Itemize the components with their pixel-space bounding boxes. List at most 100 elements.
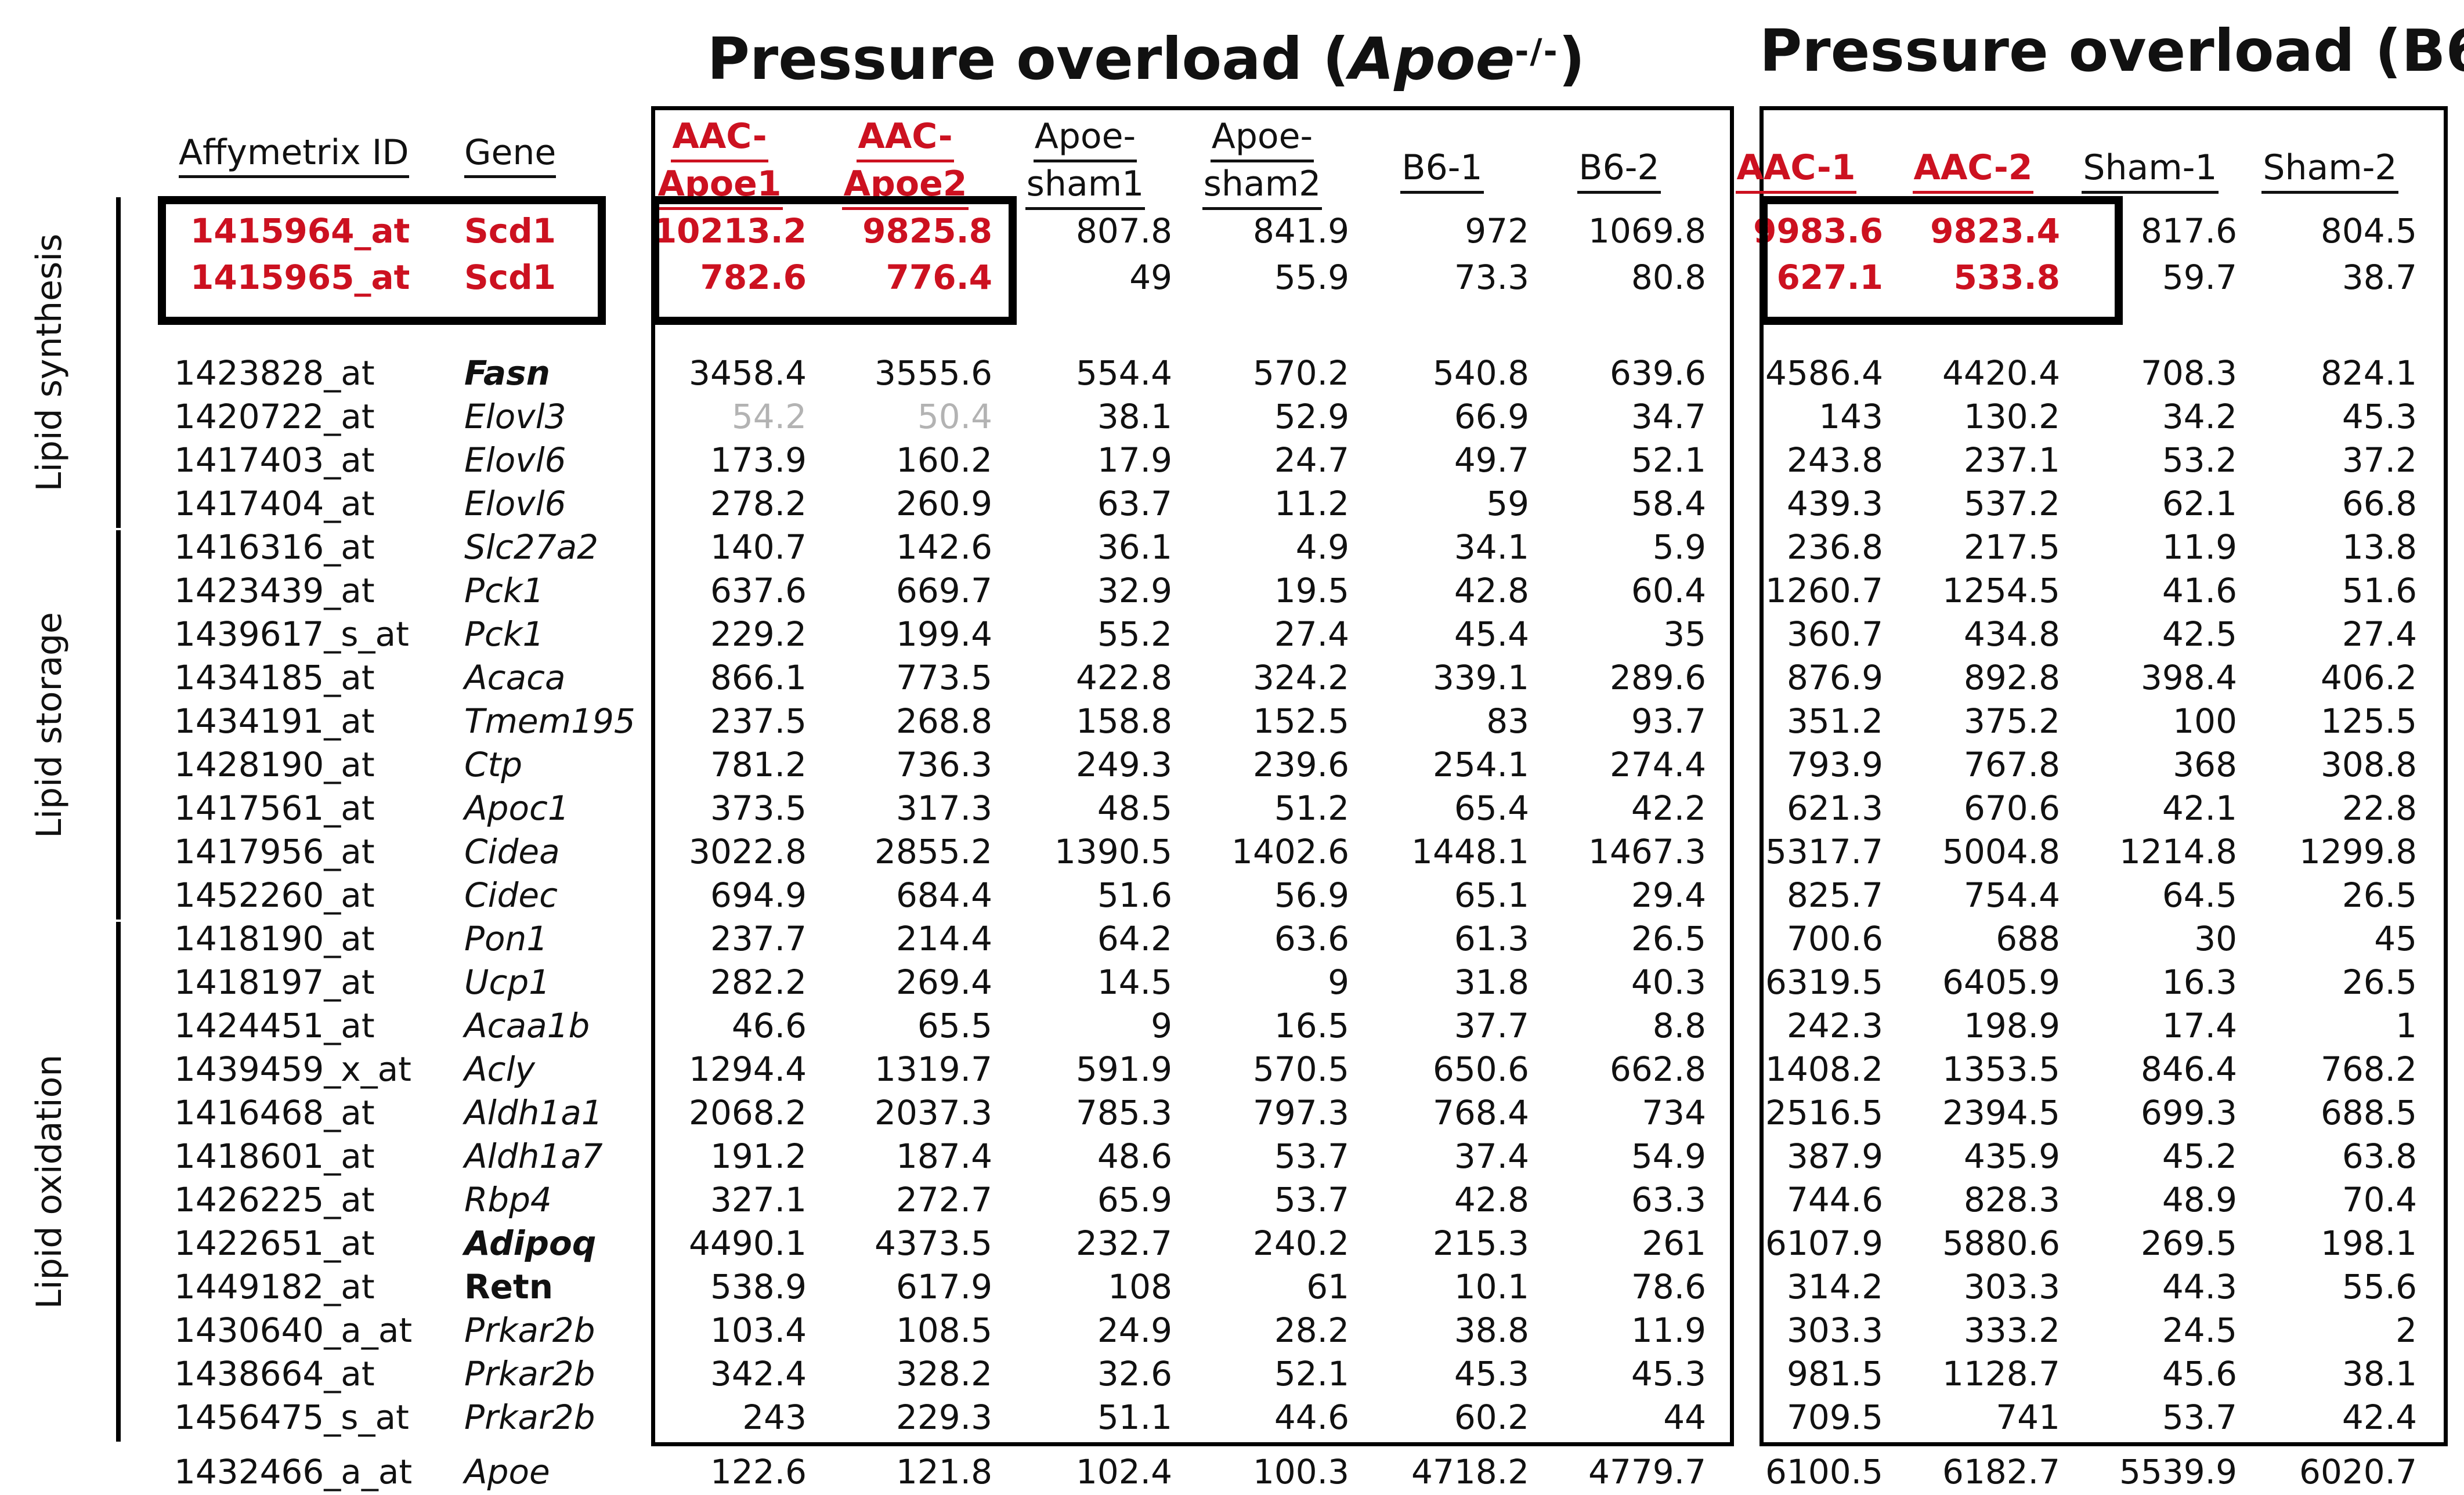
value-cell: 32.6 (1097, 1354, 1172, 1393)
value-cell: 540.8 (1432, 353, 1529, 393)
value-cell: 242.3 (1786, 1006, 1883, 1045)
value-cell: 236.8 (1786, 527, 1883, 567)
value-cell: 1448.1 (1411, 832, 1529, 871)
value-cell: 198.1 (2320, 1223, 2417, 1263)
value-cell: 38.1 (2342, 1354, 2417, 1393)
gene-cell: Pck1 (464, 614, 544, 654)
value-cell: 373.5 (710, 788, 807, 828)
value-cell: 78.6 (1631, 1267, 1706, 1306)
value-cell: 108 (1108, 1267, 1172, 1306)
value-cell: 825.7 (1786, 875, 1883, 915)
value-cell: 42.4 (2342, 1398, 2417, 1437)
value-cell: 125.5 (2320, 701, 2417, 741)
title-text: Pressure overload ( (707, 25, 1349, 93)
value-cell: 533.8 (1953, 258, 2060, 297)
gene-cell: Cidea (464, 832, 560, 871)
value-cell: 44 (1663, 1398, 1706, 1437)
value-cell: 303.3 (1786, 1311, 1883, 1350)
value-cell: 793.9 (1786, 745, 1883, 784)
value-cell: 269.5 (2140, 1223, 2237, 1263)
column-header: AAC-2 (1886, 146, 2060, 194)
affymetrix-id-cell: 1415964_at (190, 211, 410, 251)
value-cell: 83 (1486, 701, 1529, 741)
gene-cell: Apoe (464, 1452, 550, 1492)
column-header-line: AAC- (671, 115, 768, 162)
value-cell: 1353.5 (1942, 1049, 2060, 1089)
value-cell: 143 (1819, 397, 1883, 436)
affymetrix-id-cell: 1418601_at (174, 1136, 375, 1176)
value-cell: 2037.3 (875, 1093, 992, 1132)
value-cell: 60.2 (1454, 1398, 1529, 1437)
affymetrix-id-cell: 1456475_s_at (174, 1398, 409, 1437)
value-cell: 59 (1486, 484, 1529, 523)
gene-cell: Prkar2b (464, 1398, 595, 1437)
table-row: 1452260_at Cidec 694.9 684.4 51.6 56.9 65.1 29.… (0, 874, 2464, 917)
value-cell: 45.4 (1454, 614, 1529, 654)
value-cell: 333.2 (1963, 1311, 2060, 1350)
value-cell: 53.7 (2162, 1398, 2237, 1437)
value-cell: 6405.9 (1942, 962, 2060, 1002)
gene-cell: Slc27a2 (464, 527, 599, 567)
gene-cell: Ucp1 (464, 962, 551, 1002)
value-cell: 22.8 (2342, 788, 2417, 828)
value-cell: 140.7 (710, 527, 807, 567)
value-cell: 130.2 (1963, 397, 2060, 436)
gene-cell: Aldh1a7 (464, 1136, 603, 1176)
value-cell: 776.4 (886, 258, 992, 297)
value-cell: 694.9 (710, 875, 807, 915)
value-cell: 1128.7 (1942, 1354, 2060, 1393)
value-cell: 708.3 (2140, 353, 2237, 393)
gene-cell: Acaa1b (464, 1006, 590, 1045)
column-header-line: sham2 (1202, 162, 1323, 210)
table-row: 1430640_a_at Prkar2b 103.4 108.5 24.9 28.2 38.… (0, 1309, 2464, 1352)
table-row: 1456475_s_at Prkar2b 243 229.3 51.1 44.6 60.2 4… (0, 1396, 2464, 1439)
scd1-highlight-box-aac-apoe (651, 196, 1017, 325)
value-cell: 1254.5 (1942, 571, 2060, 610)
value-cell: 5317.7 (1765, 832, 1883, 871)
column-header-line: AAC- (857, 115, 954, 162)
value-cell: 32.9 (1097, 571, 1172, 610)
gene-cell: Prkar2b (464, 1354, 595, 1393)
value-cell: 239.6 (1252, 745, 1349, 784)
column-header-line: B6-1 (1400, 146, 1484, 194)
value-cell: 100.3 (1252, 1452, 1349, 1492)
value-cell: 9825.8 (862, 211, 992, 251)
value-cell: 27.4 (2342, 614, 2417, 654)
value-cell: 351.2 (1786, 701, 1883, 741)
column-header: Apoe-sham2 (1175, 115, 1349, 210)
value-cell: 26.5 (2342, 875, 2417, 915)
value-cell: 45.3 (1454, 1354, 1529, 1393)
column-header: Sham-2 (2243, 146, 2417, 194)
title-superscript: -/- (1515, 31, 1559, 71)
value-cell: 1260.7 (1765, 571, 1883, 610)
value-cell: 103.4 (710, 1311, 807, 1350)
table-row: 1428190_at Ctp 781.2 736.3 249.3 239.6 254.1 27… (0, 743, 2464, 787)
value-cell: 237.5 (710, 701, 807, 741)
value-cell: 34.7 (1631, 397, 1706, 436)
value-cell: 70.4 (2342, 1180, 2417, 1219)
value-cell: 52.1 (1274, 1354, 1349, 1393)
gene-cell: Elovl3 (464, 397, 566, 436)
table-row: 1424451_at Acaa1b 46.6 65.5 9 16.5 37.7 8.8 242.… (0, 1004, 2464, 1048)
section-label: Lipid synthesis (29, 233, 70, 492)
value-cell: 38.1 (1097, 397, 1172, 436)
value-cell: 6107.9 (1765, 1223, 1883, 1263)
value-cell: 19.5 (1274, 571, 1349, 610)
gene-cell: Cidec (464, 875, 558, 915)
value-cell: 688 (1996, 919, 2060, 958)
table-row: 1417404_at Elovl6 278.2 260.9 63.7 11.2 59 58.4… (0, 482, 2464, 526)
column-header-line: AAC-2 (1912, 146, 2034, 194)
value-cell: 741 (1996, 1398, 2060, 1437)
value-cell: 54.2 (731, 397, 807, 436)
value-cell: 368 (2173, 745, 2237, 784)
value-cell: 289.6 (1609, 658, 1706, 697)
value-cell: 56.9 (1274, 875, 1349, 915)
column-header-line: Sham-2 (2261, 146, 2398, 194)
gene-cell: Apoc1 (464, 788, 569, 828)
value-cell: 892.8 (1963, 658, 2060, 697)
column-header: B6-2 (1532, 146, 1706, 194)
value-cell: 269.4 (895, 962, 992, 1002)
value-cell: 3458.4 (689, 353, 807, 393)
value-cell: 328.2 (895, 1354, 992, 1393)
column-header: Sham-1 (2063, 146, 2237, 194)
